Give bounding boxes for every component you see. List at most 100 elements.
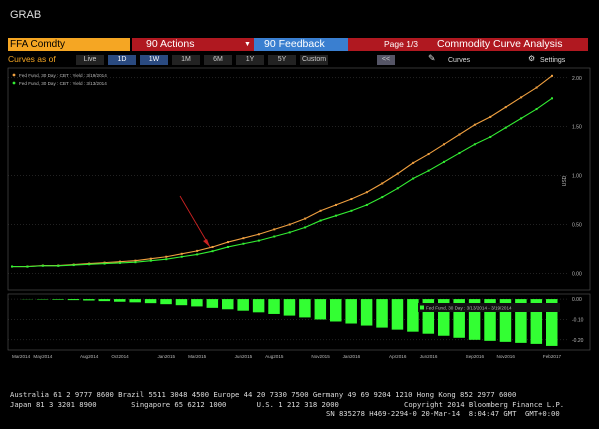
feedback-button[interactable]: 90 Feedback <box>254 38 354 51</box>
data-point <box>242 237 245 240</box>
x-tick-label: Sep2016 <box>466 354 485 359</box>
data-point <box>381 182 384 185</box>
data-point <box>412 161 415 164</box>
range-button[interactable]: 6M <box>204 55 232 65</box>
data-point <box>288 223 291 226</box>
bar <box>468 299 481 340</box>
data-point <box>26 265 29 268</box>
range-button[interactable]: Live <box>76 55 104 65</box>
x-tick-label: Jun2016 <box>420 354 438 359</box>
data-point <box>350 209 353 212</box>
bar <box>206 299 219 308</box>
y-tick-label: -0.10 <box>572 317 584 323</box>
pencil-icon[interactable]: ✎ <box>428 53 436 63</box>
range-button[interactable]: 1D <box>108 55 136 65</box>
data-point <box>412 177 415 180</box>
data-point <box>180 252 183 255</box>
data-point <box>149 257 152 260</box>
data-point <box>211 245 214 248</box>
bar <box>546 299 558 346</box>
security-field[interactable]: FFA Comdty <box>8 38 130 51</box>
data-point <box>443 160 445 163</box>
curves-label: Curves as of <box>8 54 56 64</box>
bar <box>160 299 172 305</box>
bar <box>191 299 203 307</box>
x-tick-label: Feb2017 <box>543 354 562 359</box>
data-point <box>365 203 368 206</box>
bar <box>129 299 141 303</box>
bar <box>484 299 496 341</box>
dropdown-arrow[interactable]: ▼ <box>244 38 252 51</box>
data-point <box>319 219 322 222</box>
legend-marker <box>12 81 16 85</box>
bar <box>376 299 388 328</box>
bar <box>391 299 404 330</box>
data-point <box>41 264 44 267</box>
x-tick-label: Jun2015 <box>235 354 253 359</box>
data-point <box>396 172 399 175</box>
bar <box>360 299 373 326</box>
legend-box <box>418 303 560 312</box>
data-point <box>304 226 307 229</box>
bar <box>252 299 265 313</box>
curves-button[interactable]: Curves <box>448 57 471 64</box>
bar <box>237 299 249 311</box>
data-point <box>288 231 291 234</box>
data-point <box>458 152 461 155</box>
data-point <box>211 250 214 253</box>
footer-line: SN 835278 H469-2294-0 20-Mar-14 8:04:47 … <box>326 409 560 418</box>
bar <box>499 299 512 342</box>
data-point <box>335 203 337 206</box>
actions-menu[interactable]: 90 Actions <box>132 38 258 51</box>
range-button[interactable]: 1Y <box>236 55 264 65</box>
data-point <box>520 96 523 99</box>
data-point <box>11 265 13 268</box>
back-button[interactable]: << <box>377 55 395 65</box>
data-point <box>458 133 461 136</box>
bar <box>83 299 95 301</box>
data-point <box>257 233 260 236</box>
range-button[interactable]: 1M <box>172 55 200 65</box>
footer-line: Australia 61 2 9777 8600 Brazil 5511 304… <box>10 390 517 399</box>
range-button[interactable]: Custom <box>300 55 328 65</box>
data-point <box>165 258 168 261</box>
bar <box>299 299 311 318</box>
function-name: Commodity Curve Analysis <box>437 38 563 50</box>
y-tick-label: 0.00 <box>572 271 582 277</box>
data-point <box>335 214 337 217</box>
data-point <box>381 196 384 199</box>
gear-icon[interactable]: ⚙ <box>528 54 536 63</box>
footer-line: Copyright 2014 Bloomberg Finance L.P. <box>404 400 565 409</box>
y-tick-label: 1.50 <box>572 125 582 131</box>
bar <box>453 299 465 338</box>
data-point <box>520 117 523 120</box>
x-tick-label: Oct2014 <box>111 354 129 359</box>
data-point <box>350 198 353 201</box>
arrow-head <box>203 239 210 247</box>
settings-button[interactable]: Settings <box>540 57 566 64</box>
range-button[interactable]: 1W <box>140 55 168 65</box>
bar <box>330 299 342 322</box>
bar <box>515 299 527 343</box>
data-point <box>196 253 199 256</box>
data-point <box>504 106 507 109</box>
y-tick-label: -0.20 <box>572 338 584 344</box>
x-tick-label: Nov2016 <box>497 354 516 359</box>
bar <box>530 299 543 344</box>
annotation-arrow <box>179 195 211 248</box>
data-point <box>551 74 553 77</box>
legend-marker <box>420 305 424 310</box>
bar <box>268 299 280 314</box>
data-point <box>489 135 492 138</box>
data-point <box>489 115 492 118</box>
data-point <box>535 108 538 111</box>
data-point <box>103 262 106 265</box>
data-point <box>227 241 229 244</box>
data-point <box>473 143 476 146</box>
bar <box>345 299 357 324</box>
range-button[interactable]: 5Y <box>268 55 296 65</box>
data-point <box>180 255 183 258</box>
x-tick-label: Apr2016 <box>389 354 407 359</box>
